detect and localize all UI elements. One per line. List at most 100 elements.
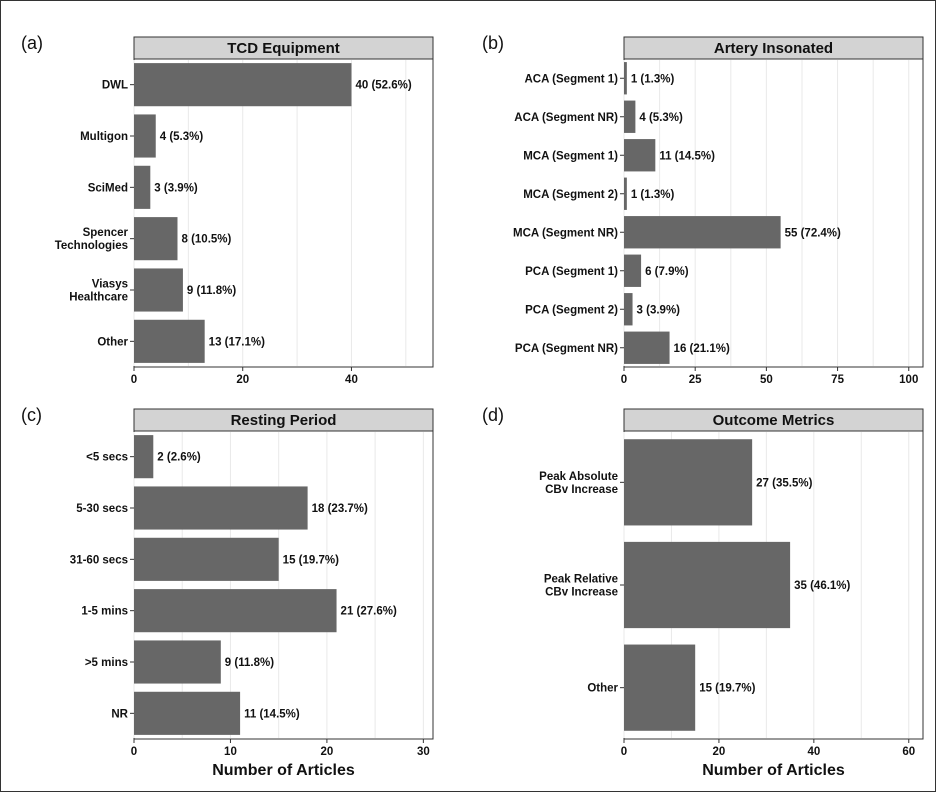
bar: [134, 691, 241, 735]
bar: [624, 139, 656, 172]
bar: [624, 439, 753, 526]
data-label: 2 (2.6%): [157, 452, 201, 464]
panel-title: TCD Equipment: [227, 40, 340, 57]
bar: [134, 486, 308, 530]
bar: [134, 319, 205, 363]
panel-label: (a): [21, 33, 43, 53]
plot-area: [623, 58, 924, 368]
x-axis-label: Number of Articles: [702, 762, 845, 779]
data-label: 3 (3.9%): [637, 304, 681, 316]
x-tick-label: 0: [621, 746, 627, 758]
plot-area: [133, 58, 434, 368]
bar: [134, 435, 154, 479]
bar: [624, 254, 642, 287]
y-tick-label: 1-5 mins: [81, 606, 128, 618]
data-label: 55 (72.4%): [785, 227, 841, 239]
y-tick-label: Other: [587, 683, 618, 695]
data-label: 1 (1.3%): [631, 73, 675, 85]
y-tick-label: MCA (Segment 1): [523, 150, 618, 162]
panel-c: (c) Resting Period 2 (2.6%) <5 secs 18 (23.7…: [21, 405, 434, 779]
data-label: 40 (52.6%): [355, 80, 411, 92]
y-tick-label: Spencer Technologies: [55, 227, 129, 252]
data-label: 15 (19.7%): [699, 683, 755, 695]
data-label: 11 (14.5%): [659, 150, 715, 162]
x-tick-label: 20: [236, 374, 249, 386]
y-tick-label: PCA (Segment NR): [515, 343, 618, 355]
x-tick-label: 0: [621, 374, 627, 386]
bar: [134, 589, 337, 633]
data-label: 21 (27.6%): [341, 606, 397, 618]
y-tick-label: 5-30 secs: [76, 503, 128, 515]
panel-b: (b) Artery Insonated 1 (1.3%) ACA (Segment …: [482, 33, 924, 386]
y-tick-label: Other: [97, 336, 128, 348]
bar: [134, 217, 178, 261]
bar: [134, 114, 156, 158]
bar: [624, 331, 670, 364]
bar: [134, 268, 183, 312]
data-label: 16 (21.1%): [674, 343, 730, 355]
x-tick-label: 20: [321, 746, 334, 758]
y-tick-label: ACA (Segment 1): [525, 73, 619, 85]
bar: [134, 640, 221, 684]
data-label: 27 (35.5%): [756, 477, 812, 489]
x-tick-label: 60: [902, 746, 915, 758]
data-label: 3 (3.9%): [154, 182, 198, 194]
data-label: 8 (10.5%): [181, 234, 231, 246]
x-tick-label: 0: [131, 374, 137, 386]
data-label: 4 (5.3%): [160, 131, 204, 143]
y-tick-label: Peak Relative CBv Increase: [544, 574, 618, 599]
bar: [624, 177, 627, 210]
data-label: 15 (19.7%): [283, 554, 339, 566]
y-tick-label: Viasys Healthcare: [69, 279, 128, 304]
data-label: 6 (7.9%): [645, 266, 689, 278]
bar: [134, 165, 151, 209]
panel-d: (d) Outcome Metrics 27 (35.5%) Peak Absolut…: [482, 405, 924, 779]
panel-label: (b): [482, 33, 504, 53]
data-label: 4 (5.3%): [639, 112, 683, 124]
panel-title: Outcome Metrics: [713, 412, 835, 429]
data-label: 13 (17.1%): [209, 336, 265, 348]
data-label: 1 (1.3%): [631, 189, 675, 201]
plot-area: [133, 430, 434, 740]
x-tick-label: 40: [807, 746, 820, 758]
x-tick-label: 10: [224, 746, 237, 758]
y-tick-label: ACA (Segment NR): [514, 112, 618, 124]
y-tick-label: Multigon: [80, 131, 128, 143]
bar: [624, 62, 627, 95]
bar: [624, 541, 791, 629]
y-tick-label: MCA (Segment 2): [523, 189, 618, 201]
y-tick-label: PCA (Segment 2): [525, 304, 618, 316]
panel-a: (a) TCD Equipment 40 (52.6%) DWL 4 (5.3%) Mul…: [21, 33, 434, 386]
data-label: 9 (11.8%): [187, 285, 236, 297]
x-tick-label: 0: [131, 746, 137, 758]
bar: [624, 216, 781, 249]
bar: [134, 63, 352, 107]
panel-label: (c): [21, 405, 42, 425]
bar: [624, 644, 696, 731]
panel-title: Artery Insonated: [714, 40, 833, 57]
y-tick-label: PCA (Segment 1): [525, 266, 618, 278]
data-label: 18 (23.7%): [312, 503, 368, 515]
data-label: 35 (46.1%): [794, 580, 850, 592]
data-label: 9 (11.8%): [225, 657, 274, 669]
bar: [624, 293, 633, 326]
y-tick-label: NR: [111, 708, 128, 720]
y-tick-label: 31-60 secs: [70, 554, 128, 566]
y-tick-label: SciMed: [88, 182, 128, 194]
y-tick-label: DWL: [102, 80, 128, 92]
x-tick-label: 30: [417, 746, 430, 758]
y-tick-label: MCA (Segment NR): [513, 227, 618, 239]
x-axis-label: Number of Articles: [212, 762, 355, 779]
y-tick-label: >5 mins: [85, 657, 128, 669]
y-tick-label: <5 secs: [86, 452, 128, 464]
x-tick-label: 20: [713, 746, 726, 758]
bar: [624, 100, 636, 133]
x-tick-label: 50: [760, 374, 773, 386]
data-label: 11 (14.5%): [244, 708, 300, 720]
bar: [134, 537, 279, 581]
y-tick-label: Peak Absolute CBv Increase: [539, 471, 618, 496]
x-tick-label: 75: [831, 374, 844, 386]
x-tick-label: 40: [345, 374, 358, 386]
